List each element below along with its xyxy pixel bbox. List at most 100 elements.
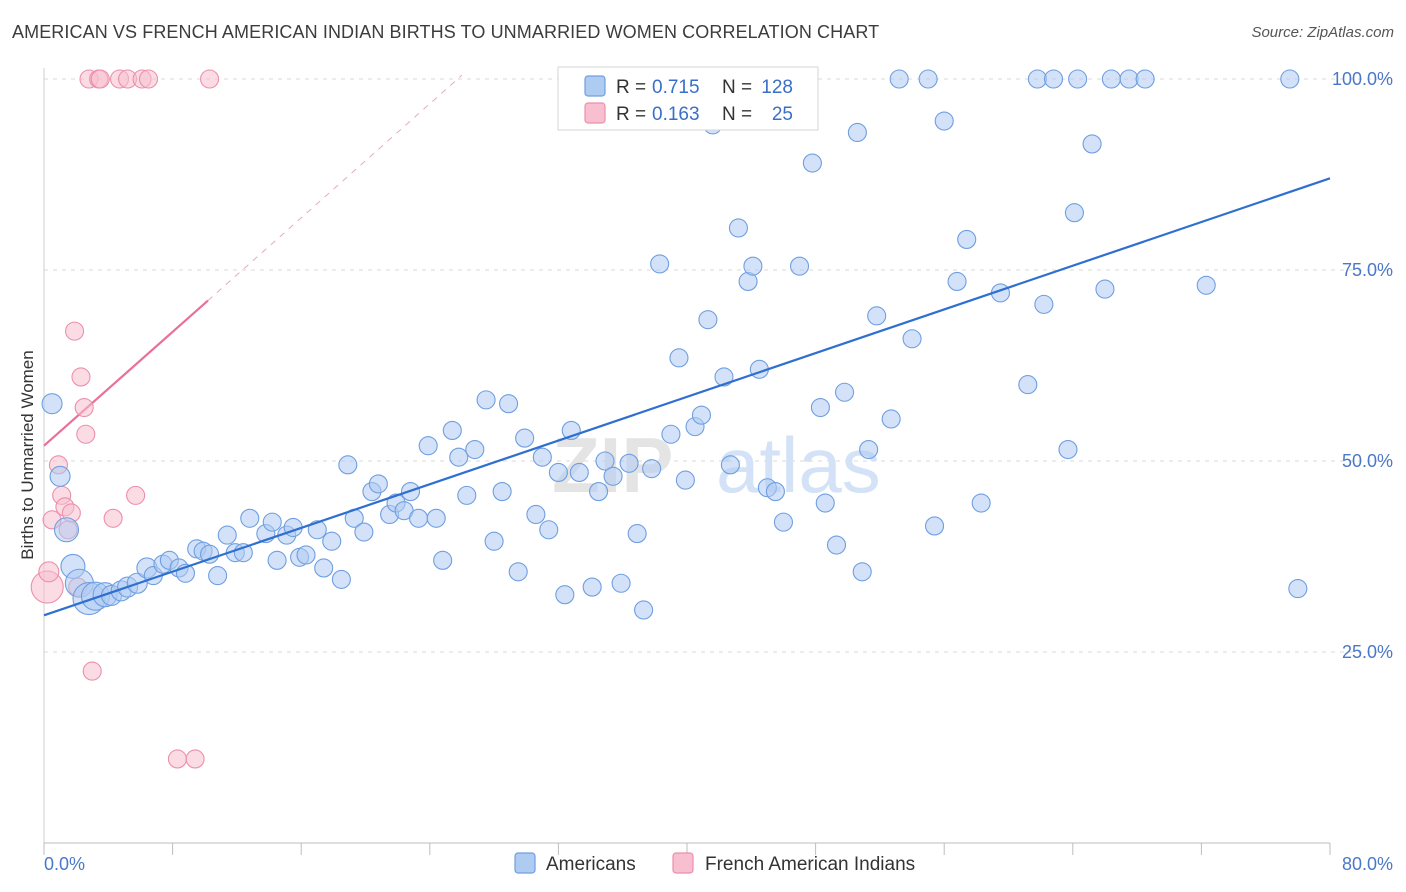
americans-point-0	[41, 393, 63, 415]
americans-point-54	[476, 390, 496, 410]
chart-title: AMERICAN VS FRENCH AMERICAN INDIAN BIRTH…	[12, 22, 880, 42]
legend-n-label-americans: N =	[722, 77, 752, 98]
americans-point-2	[53, 517, 80, 543]
americans-point-20	[200, 544, 220, 564]
americans-point-28	[267, 550, 287, 570]
americans-point-126	[1280, 69, 1300, 89]
bottom-legend: Americans French American Indians	[514, 852, 915, 875]
americans-point-68	[589, 482, 609, 502]
y-tick-label-100: 100.0%	[1332, 69, 1393, 89]
americans-point-48	[426, 508, 446, 528]
french-point-23	[167, 749, 187, 769]
french-point-8	[64, 321, 85, 341]
americans-point-76	[650, 254, 670, 274]
y-tick-label-25: 25.0%	[1342, 642, 1393, 662]
americans-point-111	[971, 493, 991, 513]
americans-point-99	[847, 122, 867, 143]
americans-point-98	[834, 382, 855, 402]
x-tick-label-min: 0.0%	[44, 854, 85, 874]
americans-point-55	[484, 531, 504, 551]
americans-point-62	[539, 520, 559, 540]
americans-point-84	[714, 367, 734, 387]
americans-point-86	[728, 218, 748, 238]
americans-point-34	[314, 558, 334, 578]
y-tick-label-75: 75.0%	[1342, 260, 1393, 280]
americans-point-123	[1119, 69, 1139, 89]
bottom-legend-french: French American Indians	[705, 854, 915, 875]
americans-point-127	[1288, 579, 1308, 599]
french-american-indians-points	[30, 69, 220, 769]
americans-point-79	[675, 470, 695, 490]
americans-point-124	[1135, 69, 1155, 89]
legend-swatch-americans	[584, 75, 606, 97]
americans-point-92	[773, 512, 794, 532]
americans-point-122	[1101, 69, 1121, 89]
americans-point-33	[307, 520, 327, 540]
americans-point-32	[296, 545, 316, 565]
french-point-11	[74, 397, 94, 418]
americans-point-116	[1043, 69, 1064, 89]
americans-points	[41, 69, 1308, 620]
americans-point-1	[49, 465, 71, 487]
french-point-16	[90, 69, 110, 89]
americans-point-22	[217, 525, 237, 545]
americans-point-67	[582, 577, 602, 597]
grid-lines	[44, 78, 1393, 653]
americans-point-106	[918, 69, 938, 89]
french-point-14	[82, 661, 102, 681]
americans-point-88	[743, 256, 763, 276]
americans-point-78	[669, 348, 689, 368]
y-tick-label-50: 50.0%	[1342, 451, 1393, 471]
americans-point-72	[619, 453, 639, 473]
french-point-22	[138, 69, 159, 89]
americans-point-114	[1027, 69, 1047, 89]
legend-r-label-french: R =	[616, 104, 646, 125]
y-tick-labels: 25.0% 50.0% 75.0% 100.0%	[1332, 69, 1393, 662]
americans-point-37	[338, 455, 358, 475]
french-trend-line	[43, 299, 209, 447]
americans-point-64	[555, 585, 575, 605]
americans-point-93	[789, 256, 810, 276]
americans-point-47	[418, 436, 438, 456]
americans-point-82	[698, 310, 718, 330]
americans-point-60	[526, 504, 546, 525]
americans-point-41	[368, 474, 388, 494]
americans-point-95	[810, 397, 830, 418]
y-axis-label: Births to Unmarried Women	[18, 350, 37, 559]
legend-r-value-americans: 0.715	[652, 77, 700, 98]
americans-point-100	[852, 562, 872, 582]
americans-point-113	[1018, 375, 1038, 395]
bottom-legend-swatch-americans	[514, 852, 536, 874]
americans-point-81	[691, 405, 712, 425]
americans-point-69	[595, 451, 615, 471]
french-point-1	[38, 561, 60, 583]
americans-point-118	[1064, 203, 1084, 223]
americans-point-115	[1034, 294, 1054, 314]
axes	[43, 68, 1331, 855]
americans-point-56	[492, 482, 512, 502]
bottom-legend-americans: Americans	[546, 854, 636, 875]
americans-point-70	[603, 466, 623, 486]
americans-point-105	[902, 329, 922, 349]
americans-point-108	[934, 111, 954, 131]
americans-point-71	[611, 573, 631, 593]
americans-point-110	[957, 229, 977, 249]
americans-point-97	[826, 535, 847, 555]
americans-point-66	[569, 462, 589, 483]
americans-point-77	[661, 424, 681, 444]
x-tick-label-max: 80.0%	[1342, 854, 1393, 874]
americans-point-63	[548, 462, 568, 483]
americans-point-52	[457, 485, 477, 505]
americans-point-58	[508, 562, 528, 582]
french-point-25	[200, 69, 220, 89]
americans-point-91	[765, 482, 785, 502]
legend-n-label-french: N =	[722, 104, 752, 125]
americans-point-49	[433, 550, 453, 570]
french-point-24	[185, 749, 205, 769]
americans-point-73	[627, 524, 647, 544]
americans-point-119	[1068, 69, 1088, 89]
americans-point-39	[354, 522, 374, 542]
americans-point-117	[1058, 439, 1078, 460]
americans-point-102	[867, 306, 887, 326]
